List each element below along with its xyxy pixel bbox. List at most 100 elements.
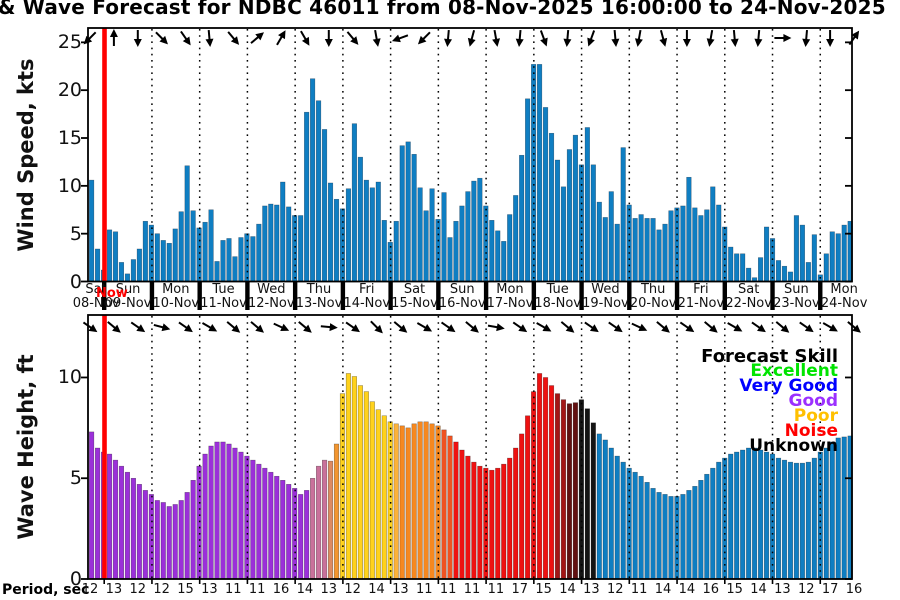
wave-axis-label: Wave Height, ft	[14, 354, 38, 540]
period-value: 14	[559, 582, 576, 597]
wind-direction-arrow	[300, 30, 310, 46]
wind-direction-arrow	[634, 29, 643, 47]
wind-bar	[775, 260, 782, 282]
period-value: 12	[153, 582, 170, 597]
period-value: 17	[511, 582, 529, 597]
day-name-label: Thu	[306, 282, 332, 297]
wave-bar	[704, 473, 710, 580]
wave-direction-arrow	[226, 321, 241, 333]
now-label: Now	[96, 286, 128, 301]
wind-bar	[590, 164, 596, 282]
wind-bar	[154, 233, 160, 282]
wave-bar	[160, 502, 166, 580]
wave-bar	[453, 441, 459, 580]
wind-bar	[680, 205, 686, 282]
wind-bar	[274, 204, 280, 282]
wind-bar	[417, 187, 423, 282]
wave-bar	[214, 441, 220, 580]
wind-bar	[250, 236, 256, 282]
wind-bar	[238, 237, 244, 282]
wave-bar	[268, 471, 274, 580]
wind-bar	[89, 179, 95, 282]
wind-bar	[805, 262, 811, 282]
wave-bar	[232, 447, 238, 580]
period-value: 13	[105, 582, 123, 597]
wave-bar	[244, 455, 250, 580]
wave-direction-arrow	[273, 322, 290, 332]
wind-bar	[393, 220, 399, 282]
wave-direction-arrow	[298, 321, 312, 333]
wave-bar	[632, 471, 638, 580]
period-value: 11	[463, 582, 481, 597]
wave-direction-arrow	[130, 321, 146, 333]
wave-bar	[375, 409, 381, 580]
legend-entry-noise: Noise	[784, 421, 838, 441]
wave-direction-arrow	[153, 323, 171, 332]
wave-bar	[644, 482, 650, 580]
day-date-label: 09-Nov	[104, 296, 152, 311]
wind-bar	[357, 156, 363, 282]
day-date-label: 12-Nov	[247, 296, 295, 311]
day-separator-tick	[579, 282, 584, 310]
wave-bar	[787, 461, 793, 580]
wave-bar	[501, 463, 507, 580]
wave-bar	[722, 457, 728, 580]
day-date-label: 13-Nov	[295, 296, 343, 311]
wind-bar	[118, 262, 125, 282]
day-separator-tick	[818, 282, 823, 310]
wave-bar	[656, 492, 662, 580]
wind-direction-arrow	[467, 30, 476, 47]
wave-bar	[548, 385, 555, 580]
wave-bar	[823, 447, 829, 580]
wind-direction-arrow	[133, 30, 142, 47]
wind-bar	[124, 273, 130, 282]
wave-bar	[614, 455, 620, 580]
wind-direction-arrow	[324, 30, 333, 47]
period-value: 12	[81, 582, 99, 597]
wave-bar	[184, 492, 190, 580]
legend-entry-good: Good	[788, 391, 838, 411]
wind-bar	[638, 214, 644, 282]
day-name-label: Sun	[784, 282, 809, 297]
period-value: 15	[177, 582, 194, 597]
wind-bar	[130, 259, 136, 282]
period-value: 11	[630, 582, 648, 597]
wave-direction-arrow	[487, 323, 505, 332]
wave-bar	[238, 451, 244, 580]
wave-bar	[166, 506, 172, 580]
wave-bar	[89, 431, 95, 580]
wave-bar	[310, 477, 316, 580]
wind-direction-arrow	[372, 29, 381, 47]
period-value: 11	[248, 582, 266, 597]
wind-bar	[787, 271, 793, 282]
day-name-label: Mon	[162, 282, 190, 297]
wind-direction-arrow	[774, 34, 792, 42]
period-value: 13	[583, 582, 600, 597]
wind-bar	[489, 220, 495, 282]
wind-bar	[345, 188, 351, 282]
wind-bar	[190, 210, 196, 282]
wave-bar	[190, 480, 196, 580]
period-value: 16	[702, 582, 720, 597]
wind-ytick-label: 10	[57, 174, 82, 197]
day-date-label: 08-Nov	[72, 296, 120, 311]
day-separator-tick	[388, 282, 393, 310]
wave-bar	[686, 490, 692, 580]
wind-bar	[823, 253, 829, 282]
wind-bar	[327, 182, 334, 282]
wind-bar	[746, 267, 752, 282]
wave-plot-box	[87, 314, 853, 580]
wind-bar	[363, 179, 369, 282]
wind-bar	[686, 176, 692, 282]
wave-bar	[668, 496, 674, 580]
wind-bar	[560, 186, 567, 282]
day-name-label: Tue	[212, 282, 235, 297]
wave-bar	[543, 377, 549, 580]
wave-bar	[710, 467, 716, 580]
wind-bar	[387, 242, 393, 282]
wave-bar	[411, 423, 417, 580]
wave-bar	[369, 401, 375, 580]
wind-direction-arrow	[155, 31, 168, 45]
wind-bar	[166, 242, 172, 282]
wave-bar	[256, 463, 262, 580]
